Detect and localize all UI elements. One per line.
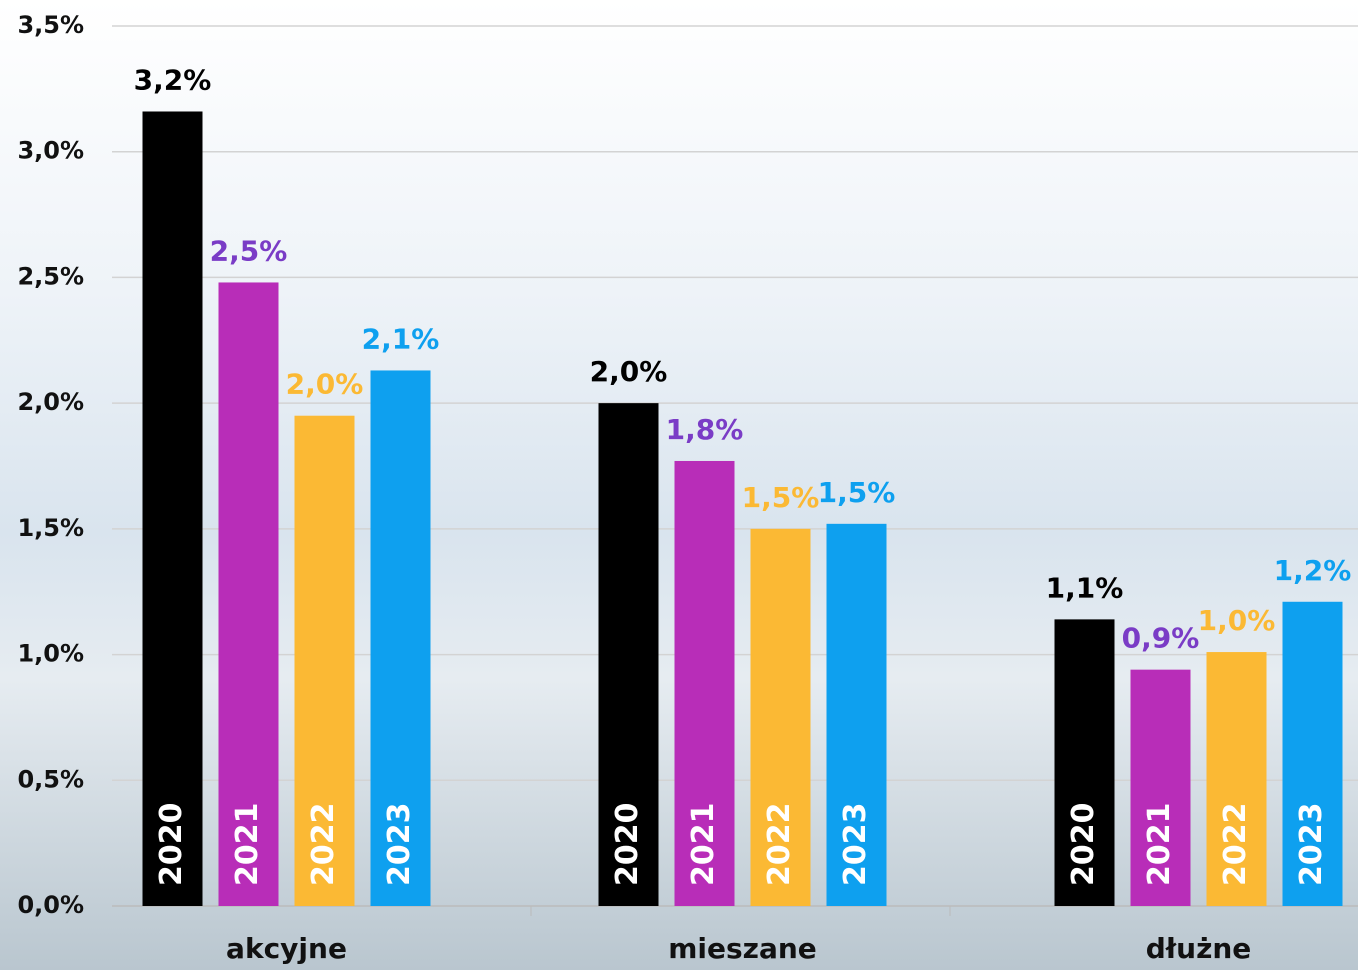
- value-label: 3,2%: [134, 63, 212, 96]
- value-label: 2,0%: [590, 355, 668, 388]
- y-tick-label: 1,0%: [17, 640, 84, 668]
- chart: 0,0% 0,5% 1,0% 1,5% 2,0% 2,5% 3,0% 3,5% akcyjne 3…: [0, 0, 1358, 970]
- value-label: 1,0%: [1198, 604, 1276, 637]
- y-tick-label: 3,5%: [17, 11, 84, 39]
- series-label: 2022: [1218, 803, 1253, 887]
- y-tick-label: 1,5%: [17, 514, 84, 542]
- series-label: 2022: [762, 803, 797, 887]
- series-label: 2023: [838, 803, 873, 887]
- series-label: 2020: [154, 803, 189, 887]
- value-label: 0,9%: [1122, 622, 1200, 655]
- series-label: 2021: [686, 803, 721, 887]
- series-label: 2023: [382, 803, 417, 887]
- y-tick-label: 0,0%: [17, 891, 84, 919]
- x-tick-label: dłużne: [1146, 932, 1252, 965]
- value-label: 1,5%: [818, 476, 896, 509]
- series-label: 2020: [1066, 803, 1101, 887]
- bar: [143, 111, 203, 906]
- y-tick-label: 3,0%: [17, 137, 84, 165]
- x-tick-label: mieszane: [668, 932, 817, 965]
- value-label: 2,1%: [362, 322, 440, 355]
- y-tick-label: 2,5%: [17, 262, 84, 290]
- value-label: 1,5%: [742, 481, 820, 514]
- y-tick-label: 0,5%: [17, 765, 84, 793]
- x-tick-label: akcyjne: [226, 932, 347, 965]
- value-label: 1,2%: [1274, 554, 1352, 587]
- series-label: 2021: [1142, 803, 1177, 887]
- series-label: 2021: [230, 803, 265, 887]
- value-label: 2,0%: [286, 368, 364, 401]
- y-tick-label: 2,0%: [17, 388, 84, 416]
- series-label: 2023: [1294, 803, 1329, 887]
- value-label: 1,8%: [666, 413, 744, 446]
- value-label: 1,1%: [1046, 571, 1124, 604]
- series-label: 2020: [610, 803, 645, 887]
- series-label: 2022: [306, 803, 341, 887]
- value-label: 2,5%: [210, 234, 288, 267]
